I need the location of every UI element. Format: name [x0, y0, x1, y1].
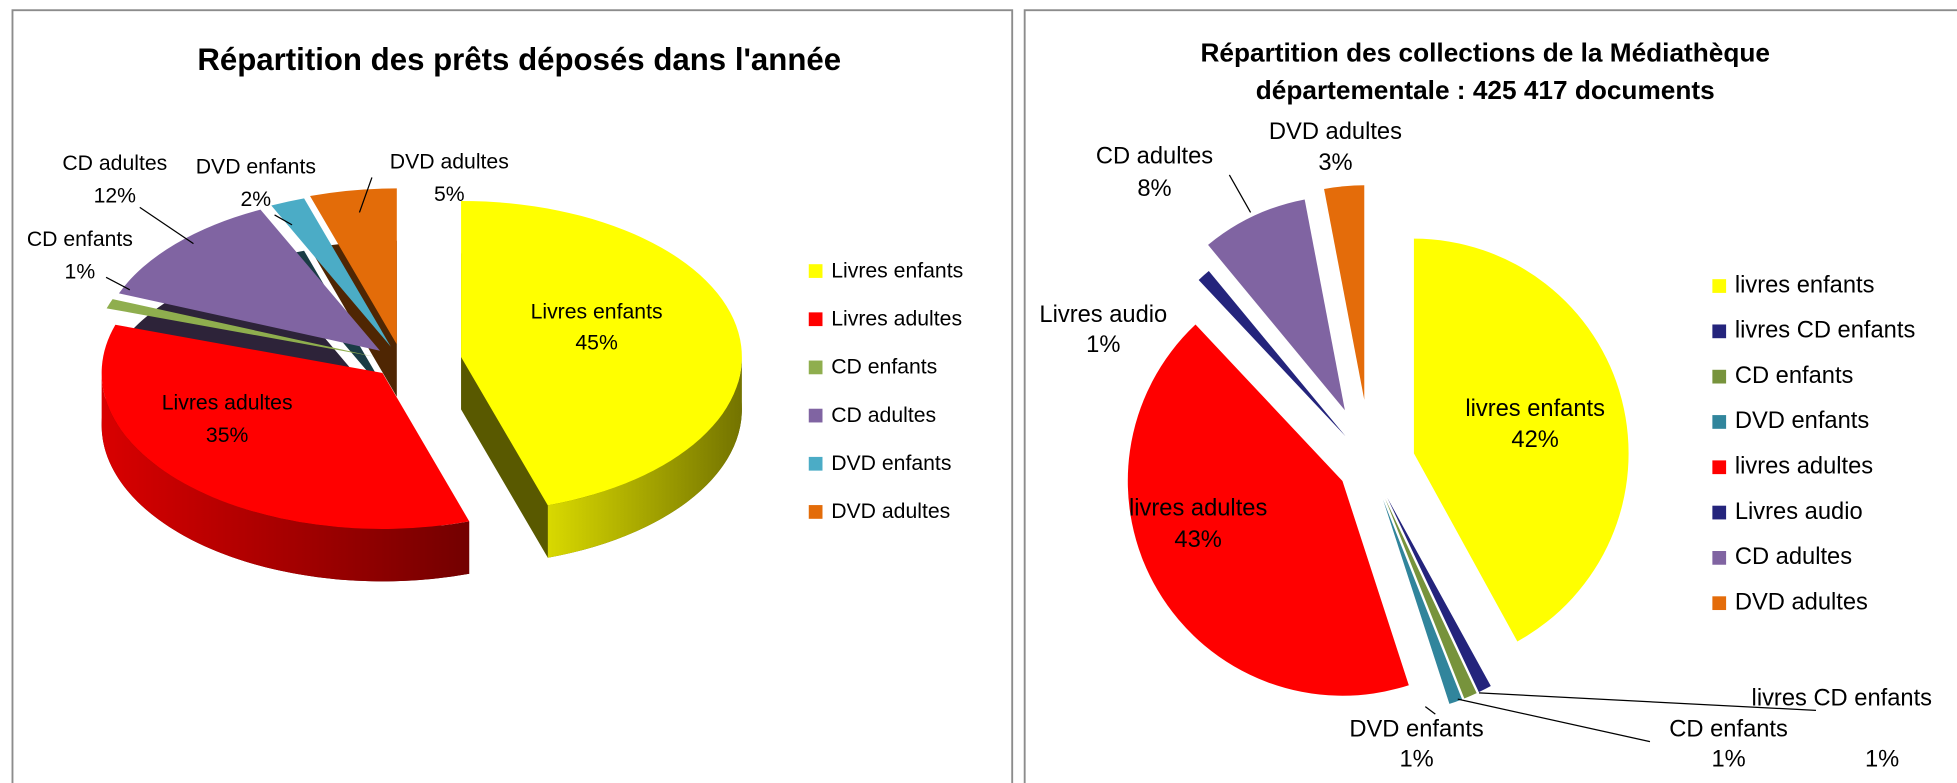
- legend-swatch: [808, 408, 823, 423]
- leader-line: [1424, 706, 1436, 715]
- legend-swatch: [1712, 415, 1727, 429]
- data-label: 1%: [1711, 747, 1745, 773]
- pie-slice: [1198, 271, 1346, 437]
- legend-swatch: [808, 456, 823, 471]
- legend-label: livres adultes: [1735, 453, 1873, 479]
- data-label-name: livres CD enfants: [1752, 685, 1932, 711]
- pie-slice: [1324, 185, 1365, 400]
- data-label: 1%: [65, 261, 96, 284]
- pie-slice: [1385, 498, 1477, 699]
- leader-line: [1457, 698, 1651, 743]
- title-box: Répartition des collections de la Médiat…: [1200, 38, 1770, 106]
- pie-slice: [118, 209, 381, 351]
- chart-title: Répartition des prêts déposés dans l'ann…: [197, 42, 842, 78]
- pie-slice: [1208, 199, 1345, 411]
- legend-label: Livres adultes: [831, 307, 962, 330]
- legend-swatch: [808, 264, 823, 278]
- legend-swatch: [808, 360, 823, 375]
- pie-slice: [1127, 324, 1409, 696]
- pie-slice: [101, 324, 470, 529]
- pie-slice: [106, 299, 374, 357]
- data-label: 45%: [575, 332, 618, 355]
- legend-label: livres enfants: [1735, 272, 1875, 298]
- data-label: 1%: [1399, 747, 1433, 773]
- data-label: 42%: [1511, 427, 1558, 453]
- legend-swatch: [1712, 324, 1727, 339]
- data-label: 3%: [1318, 150, 1352, 176]
- data-label-name: DVD enfants: [196, 156, 316, 179]
- pie-slice: [1383, 499, 1463, 704]
- legend-swatch: [1712, 505, 1727, 520]
- legend-label: DVD adultes: [1735, 589, 1868, 615]
- data-label-name: Livres audio: [1039, 302, 1167, 328]
- legend-label: DVD adultes: [831, 500, 950, 523]
- data-label-name: DVD adultes: [1269, 119, 1402, 145]
- data-label-name: CD adultes: [1096, 144, 1213, 170]
- data-label: 8%: [1137, 176, 1171, 202]
- legend-swatch: [808, 312, 823, 327]
- leader-line: [274, 214, 293, 226]
- pie-side: [547, 356, 742, 558]
- leader-line: [1478, 692, 1816, 712]
- data-label-name: CD enfants: [1669, 717, 1788, 743]
- data-label: 2%: [241, 188, 272, 211]
- data-label-name: CD adultes: [62, 152, 167, 175]
- leader-line: [358, 177, 373, 213]
- pie-slice: [1413, 238, 1629, 642]
- legend-swatch: [1712, 460, 1727, 475]
- leader-line: [105, 276, 131, 291]
- legend-swatch: [1712, 279, 1727, 293]
- legend-swatch: [1712, 551, 1727, 565]
- data-label-name: Livres adultes: [162, 392, 293, 415]
- data-label-name: DVD adultes: [390, 151, 509, 174]
- legend-label: CD enfants: [1735, 363, 1854, 389]
- leader-line: [139, 206, 194, 245]
- pie-slice: [310, 188, 397, 345]
- legend-label: DVD enfants: [831, 452, 951, 475]
- data-label: 5%: [434, 183, 465, 206]
- data-label-name: CD enfants: [27, 228, 133, 251]
- legend-label: CD adultes: [1735, 544, 1852, 570]
- data-label-name: livres adultes: [1129, 496, 1267, 522]
- legend-label: CD adultes: [831, 404, 936, 427]
- pie-slice: [461, 200, 742, 506]
- data-label: 43%: [1174, 527, 1221, 553]
- pie-side: [101, 372, 470, 582]
- legend-swatch: [1712, 596, 1727, 611]
- data-label-name: Livres enfants: [531, 300, 663, 323]
- legend-label: DVD enfants: [1735, 408, 1869, 434]
- legend-label: Livres audio: [1735, 499, 1863, 525]
- title-box: Répartition des prêts déposés dans l'ann…: [197, 42, 842, 78]
- leader-line: [1228, 174, 1252, 213]
- legend-label: Livres enfants: [831, 259, 963, 282]
- legend-swatch: [1712, 369, 1727, 384]
- data-label-name: DVD enfants: [1349, 717, 1483, 743]
- legend-label: CD enfants: [831, 356, 937, 379]
- pie-slice: [271, 198, 391, 347]
- legend-label: livres CD enfants: [1735, 318, 1915, 344]
- chart-title: Répartition des collections de la Médiat…: [1200, 38, 1770, 106]
- legend-swatch: [808, 505, 823, 519]
- data-label: 1%: [1865, 747, 1899, 773]
- data-label: 1%: [1086, 332, 1120, 358]
- data-label: 12%: [94, 184, 137, 207]
- data-label: 35%: [206, 424, 249, 447]
- pie-slice: [1387, 497, 1491, 693]
- data-label-name: livres enfants: [1465, 396, 1605, 422]
